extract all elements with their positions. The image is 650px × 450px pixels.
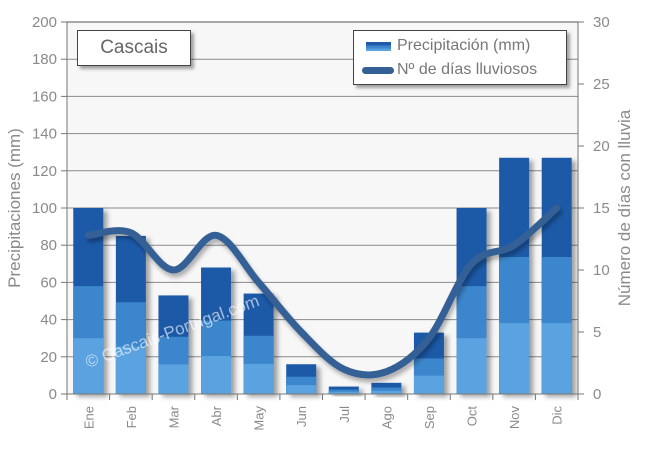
legend-item-precipitation: Precipitación (mm) — [354, 37, 530, 55]
x-category-label: Abr — [209, 405, 224, 426]
y-right-tick-label: 15 — [593, 200, 610, 217]
y-right-tick-label: 20 — [593, 138, 610, 155]
precipitation-bars — [73, 157, 572, 394]
line-swatch-icon — [362, 66, 394, 74]
x-category-label: May — [252, 406, 267, 431]
legend: Precipitación (mm) Nº de días lluviosos — [353, 30, 567, 85]
legend-item-rainy-days: Nº de días lluviosos — [354, 61, 537, 79]
x-category-label: Dic — [550, 406, 565, 425]
y-tick-label: 160 — [32, 88, 57, 105]
x-category-label: Feb — [124, 406, 139, 428]
y-right-tick-label: 25 — [593, 76, 610, 93]
y-axis-title: Precipitaciones (mm) — [5, 128, 24, 288]
x-category-label: Ene — [81, 406, 96, 429]
axes: 0 20 40 60 80 100 120 140 160 180 200 0 5 10 15 20 25 30 E… — [5, 14, 634, 431]
legend-label-rainy-days: Nº de días lluviosos — [397, 61, 538, 78]
bar-Dic — [541, 157, 572, 394]
bar-Sep — [413, 332, 444, 394]
y-tick-label: 80 — [40, 237, 57, 254]
bar-Ago — [371, 382, 402, 394]
y-tick-label: 60 — [40, 274, 57, 291]
y-right-axis-title: Número de días con lluvia — [615, 109, 634, 306]
chart-title: Cascais — [77, 30, 191, 66]
bar-Jul — [328, 386, 359, 394]
x-category-label: Mar — [166, 405, 181, 428]
bar-Mar — [158, 295, 189, 394]
y-tick-label: 0 — [49, 386, 57, 403]
bar-May — [243, 293, 274, 394]
bar-Nov — [499, 157, 530, 394]
bar-Ene — [73, 208, 104, 394]
legend-label-precipitation: Precipitación (mm) — [397, 37, 531, 54]
y-right-tick-label: 10 — [593, 262, 610, 279]
bar-Feb — [115, 235, 146, 394]
y-tick-label: 100 — [32, 200, 57, 217]
x-category-label: Jun — [294, 406, 309, 427]
y-right-tick-label: 0 — [593, 386, 601, 403]
x-category-label: Oct — [465, 406, 480, 427]
y-tick-label: 120 — [32, 163, 57, 180]
y-tick-label: 140 — [32, 126, 57, 143]
x-category-label: Nov — [507, 406, 522, 430]
bar-Oct — [456, 208, 487, 394]
y-tick-label: 20 — [40, 349, 57, 366]
y-right-tick-label: 30 — [593, 14, 610, 31]
bar-Jun — [286, 364, 317, 394]
y-right-tick-label: 5 — [593, 324, 601, 341]
bar-Abr — [201, 267, 232, 394]
y-tick-label: 200 — [32, 14, 57, 31]
y-tick-label: 180 — [32, 51, 57, 68]
x-category-label: Jul — [337, 406, 352, 423]
bar-swatch-icon — [366, 41, 391, 51]
x-category-label: Ago — [379, 406, 394, 429]
y-tick-label: 40 — [40, 312, 57, 329]
rainy-days-line — [84, 204, 561, 379]
x-category-label: Sep — [422, 406, 437, 429]
